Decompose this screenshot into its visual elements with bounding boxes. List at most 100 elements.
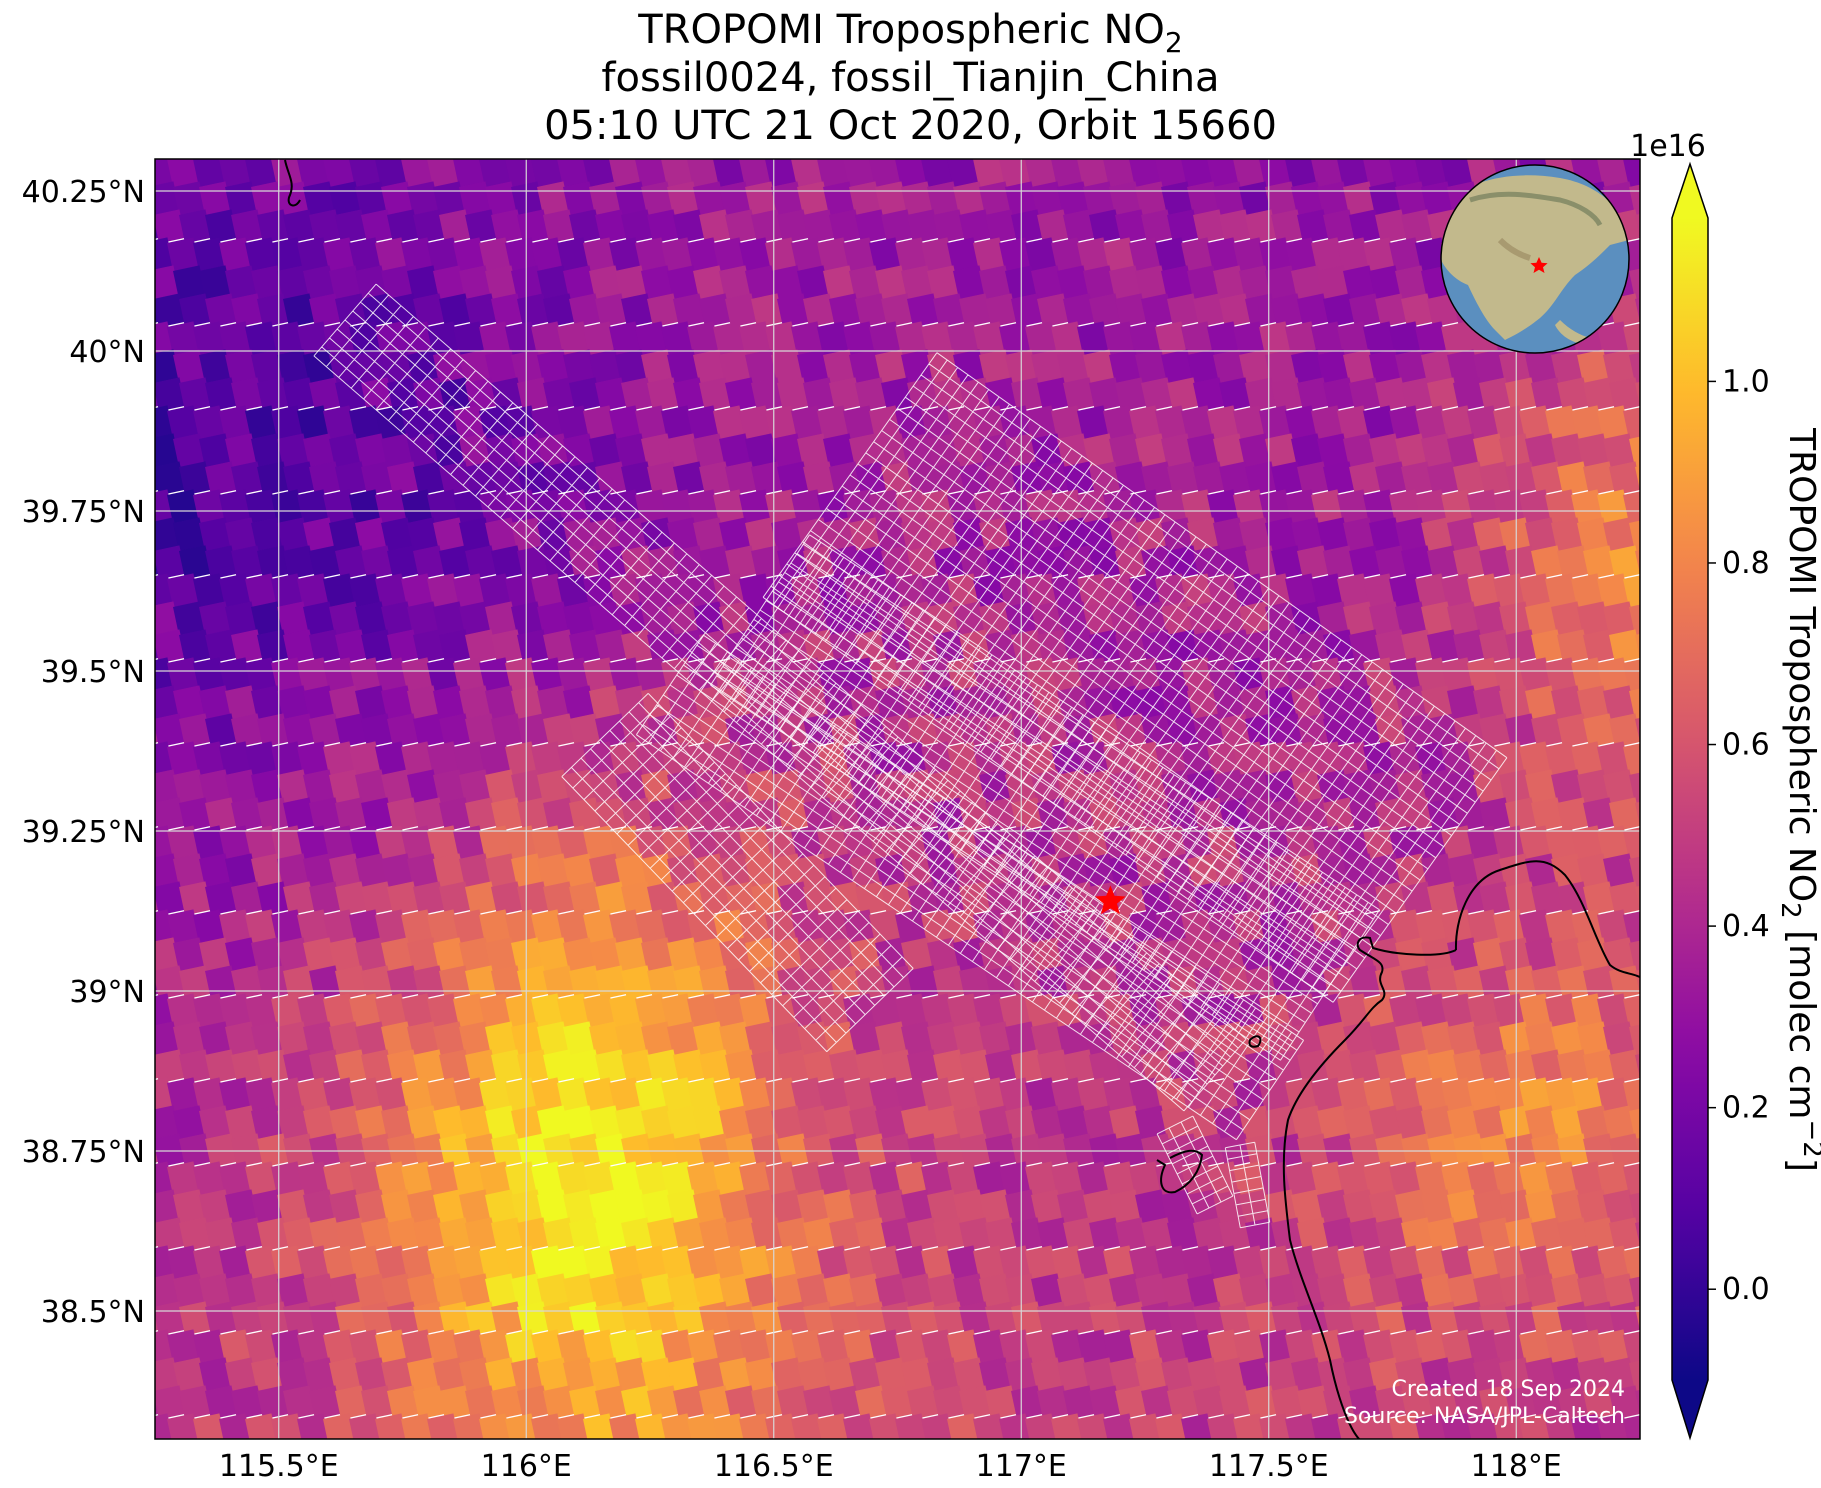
no2-pixel — [1297, 1385, 1330, 1420]
no2-pixel — [713, 1161, 746, 1196]
no2-pixel — [1103, 159, 1136, 188]
no2-pixel — [1363, 1077, 1396, 1112]
no2-pixel — [1336, 657, 1370, 692]
no2-pixel — [348, 741, 382, 776]
no2-pixel — [569, 545, 602, 580]
no2-pixel — [595, 629, 628, 664]
no2-pixel — [1467, 1329, 1500, 1364]
no2-pixel — [1141, 293, 1174, 328]
no2-pixel — [881, 1049, 914, 1084]
no2-pixel — [505, 405, 538, 440]
no2-pixel — [349, 489, 382, 524]
no2-pixel — [193, 237, 226, 272]
no2-pixel — [557, 741, 590, 776]
no2-pixel — [855, 1217, 888, 1252]
no2-pixel — [543, 713, 576, 748]
no2-pixel — [777, 461, 810, 496]
no2-pixel — [1233, 1413, 1266, 1439]
no2-pixel — [979, 1189, 1012, 1224]
no2-pixel — [1317, 685, 1350, 720]
no2-pixel — [557, 909, 590, 944]
no2-pixel — [173, 265, 206, 300]
no2-pixel — [985, 1049, 1018, 1084]
no2-pixel — [869, 1245, 902, 1280]
no2-pixel — [1499, 601, 1532, 636]
no2-pixel — [355, 601, 388, 636]
no2-pixel — [1285, 489, 1318, 524]
no2-pixel — [1571, 573, 1604, 608]
no2-pixel — [335, 797, 368, 832]
no2-pixel — [490, 293, 524, 328]
no2-pixel — [1057, 1105, 1090, 1140]
no2-pixel — [1077, 1077, 1110, 1112]
no2-pixel — [1415, 993, 1448, 1028]
no2-pixel — [1505, 1049, 1538, 1084]
no2-pixel — [1037, 461, 1070, 496]
no2-pixel — [543, 377, 576, 412]
no2-pixel — [1713, 965, 1745, 999]
no2-pixel — [426, 573, 460, 608]
no2-pixel — [999, 1245, 1032, 1280]
no2-pixel — [361, 209, 394, 244]
lat-tick-label: 39.25°N — [22, 815, 145, 850]
no2-pixel — [947, 1245, 980, 1280]
no2-pixel — [334, 713, 368, 748]
no2-pixel — [973, 237, 1006, 272]
no2-pixel — [465, 209, 498, 244]
no2-pixel — [1271, 1385, 1304, 1420]
no2-pixel — [1623, 1077, 1640, 1112]
no2-pixel — [1349, 209, 1382, 244]
no2-pixel — [1473, 517, 1506, 552]
no2-pixel — [1213, 181, 1246, 216]
no2-pixel — [531, 573, 564, 608]
no2-pixel — [1181, 1329, 1214, 1364]
no2-pixel — [927, 1189, 960, 1224]
no2-pixel — [1349, 545, 1382, 580]
no2-pixel — [205, 1217, 238, 1252]
no2-pixel — [485, 265, 518, 300]
no2-pixel — [713, 405, 746, 440]
no2-pixel — [1077, 1245, 1110, 1280]
no2-pixel — [517, 797, 550, 832]
no2-pixel — [381, 1441, 413, 1475]
no2-pixel — [1271, 881, 1304, 916]
no2-pixel — [349, 1413, 382, 1439]
no2-pixel — [661, 1413, 694, 1439]
no2-pixel — [438, 1301, 472, 1336]
no2-pixel — [1389, 237, 1422, 272]
map-subtitle-site: fossil0024, fossil_Tianjin_China — [601, 55, 1220, 101]
no2-pixel — [517, 713, 550, 748]
no2-pixel — [569, 377, 602, 412]
no2-pixel — [277, 349, 310, 384]
no2-pixel — [881, 1469, 913, 1488]
no2-pixel — [438, 209, 472, 244]
no2-pixel — [1375, 209, 1408, 244]
no2-pixel — [1557, 881, 1590, 916]
no2-pixel — [205, 1133, 238, 1168]
no2-pixel — [615, 265, 648, 300]
no2-pixel — [895, 1161, 928, 1196]
no2-pixel — [635, 405, 668, 440]
no2-pixel — [1415, 909, 1448, 944]
no2-pixel — [947, 489, 980, 524]
lon-tick-label: 117.5°E — [1209, 1449, 1329, 1484]
no2-pixel — [1103, 1413, 1136, 1439]
no2-pixel — [713, 909, 746, 944]
no2-pixel — [1103, 1329, 1136, 1364]
no2-pixel — [401, 993, 434, 1028]
no2-pixel — [329, 265, 362, 300]
no2-pixel — [1505, 1133, 1538, 1168]
no2-pixel — [771, 1273, 804, 1308]
no2-pixel — [615, 853, 648, 888]
no2-pixel — [1623, 1245, 1640, 1280]
no2-pixel — [121, 769, 153, 803]
no2-pixel — [588, 1273, 622, 1308]
no2-pixel — [1447, 433, 1480, 468]
no2-pixel — [510, 1189, 544, 1224]
no2-pixel — [348, 1161, 382, 1196]
no2-pixel — [823, 181, 856, 216]
no2-pixel — [193, 489, 226, 524]
no2-pixel — [334, 461, 368, 496]
no2-pixel — [531, 909, 564, 944]
no2-pixel — [1011, 1133, 1044, 1168]
